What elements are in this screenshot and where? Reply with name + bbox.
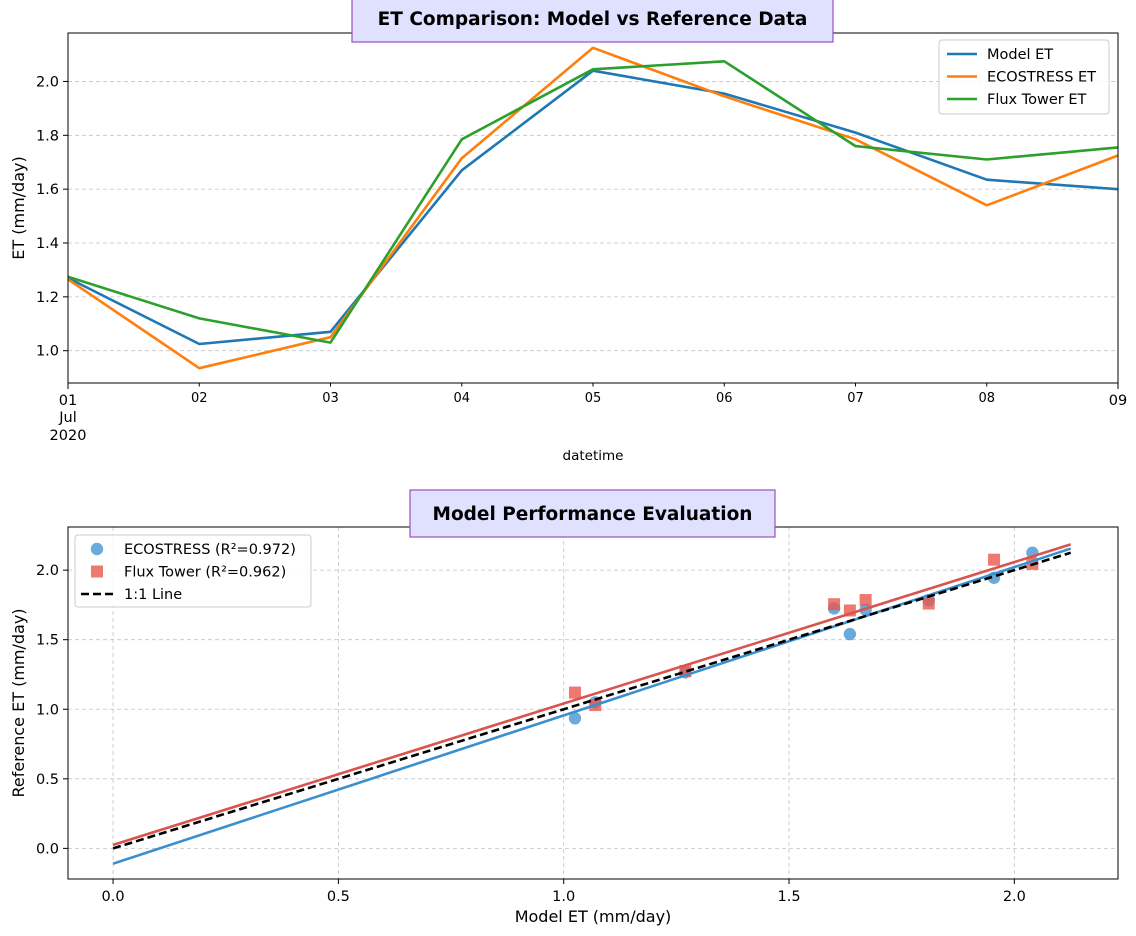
x-tick-sublabel-month: Jul [58, 410, 77, 426]
y-tick-label: 1.5 [36, 633, 59, 649]
y-tick-label: 2.0 [36, 74, 59, 90]
legend-label-1: ECOSTRESS ET [987, 70, 1096, 86]
legend-marker-ecostress [90, 542, 104, 556]
y-axis-label: Reference ET (mm/day) [9, 608, 28, 797]
legend-label-0: Model ET [987, 47, 1053, 63]
y-tick-label: 1.6 [36, 182, 59, 198]
x-tick-label: 08 [978, 391, 995, 406]
legend-label-2: Flux Tower ET [987, 92, 1087, 108]
flux-tower-fit-line [112, 543, 1072, 847]
y-tick-label: 0.0 [36, 841, 59, 857]
y-tick-label: 1.8 [36, 128, 59, 144]
scatter-chart-model-performance: 0.0 0.5 1.0 1.5 2.0 0.0 0.5 1.0 1.5 2.0 Model ET (… [9, 489, 1119, 926]
series-line-2 [67, 60, 1119, 344]
one-to-one-line [112, 551, 1072, 850]
x-tick-label: 1.0 [552, 889, 575, 905]
x-tick-label: 03 [322, 391, 339, 406]
scatter-point-flux-tower [568, 686, 581, 699]
y-tick-label: 1.4 [36, 236, 59, 252]
y-tick-label: 2.0 [36, 563, 59, 579]
scatter-point-ecostress [843, 627, 857, 641]
x-tick-sublabel-year: 2020 [50, 428, 87, 444]
x-tick-label: 01 [59, 393, 77, 409]
scatter-point-flux-tower [988, 553, 1001, 566]
x-tick-label: 06 [716, 391, 733, 406]
legend-box [938, 39, 1110, 115]
x-tick-label: 04 [453, 391, 470, 406]
legend-label-one-to-one: 1:1 Line [124, 587, 182, 603]
x-tick-label: 09 [1109, 393, 1127, 409]
chart-title-box [351, 0, 834, 43]
y-tick-label: 1.0 [36, 702, 59, 718]
scatter-point-ecostress [568, 712, 582, 725]
series-line-1 [67, 46, 1119, 370]
x-tick-label: 0.5 [327, 889, 350, 905]
legend-box [74, 534, 312, 608]
y-axis-label: ET (mm/day) [9, 156, 28, 259]
x-tick-label: 2.0 [1003, 889, 1026, 905]
x-tick-label: 1.5 [777, 889, 800, 905]
x-tick-label: 0.0 [102, 889, 125, 905]
x-tick-label: 07 [847, 391, 864, 406]
y-tick-label: 0.5 [36, 772, 59, 788]
scatter-point-flux-tower [922, 597, 935, 610]
chart-title-box [409, 489, 776, 538]
legend-label-ecostress: ECOSTRESS (R²=0.972) [124, 542, 296, 558]
legend-marker-flux-tower [91, 565, 103, 578]
x-tick-label: 02 [191, 391, 208, 406]
y-tick-label: 1.2 [36, 290, 59, 306]
x-axis-label: datetime [563, 448, 624, 464]
scatter-point-flux-tower [859, 594, 872, 607]
x-tick-label: 05 [585, 391, 602, 406]
line-chart-et-comparison: 1.0 1.2 1.4 1.6 1.8 2.0 01 02 03 04 05 06 07 08 09 Jul 2… [9, 0, 1127, 464]
legend-label-flux-tower: Flux Tower (R²=0.962) [124, 565, 286, 581]
chart-title: Model Performance Evaluation [433, 504, 753, 525]
x-axis-label: Model ET (mm/day) [515, 907, 672, 926]
y-tick-label: 1.0 [36, 344, 59, 360]
chart-title: ET Comparison: Model vs Reference Data [378, 9, 808, 30]
scatter-point-flux-tower [828, 598, 841, 611]
